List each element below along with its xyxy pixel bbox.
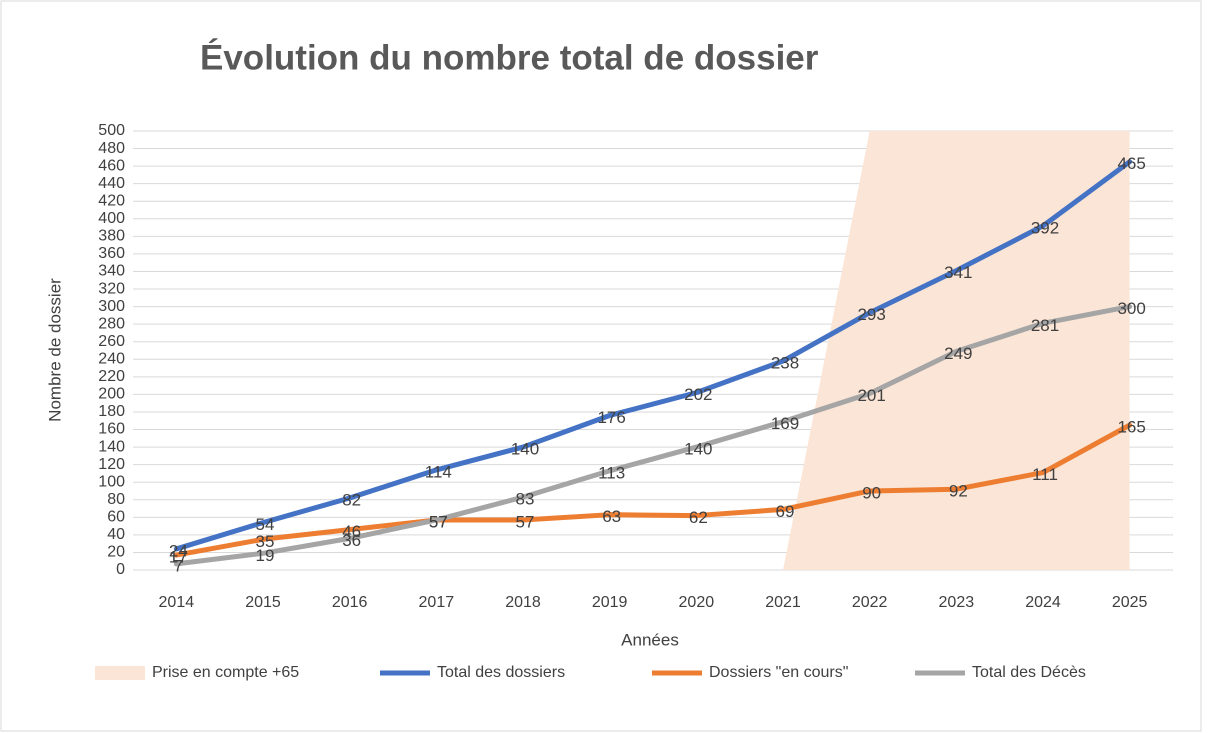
data-label: 24: [169, 541, 188, 560]
y-tick-label: 380: [98, 228, 125, 245]
data-label: 92: [949, 482, 968, 501]
y-tick-label: 180: [98, 403, 125, 420]
data-label: 36: [342, 531, 361, 550]
y-tick-label: 340: [98, 263, 125, 280]
x-tick-label: 2015: [245, 594, 281, 611]
line: [173, 159, 1133, 552]
legend-label: Total des Décès: [972, 664, 1086, 681]
x-tick-label: 2014: [159, 594, 195, 611]
data-label: 17: [169, 548, 188, 567]
line: [173, 304, 1133, 567]
data-label: 69: [776, 502, 795, 521]
y-tick-label: 440: [98, 175, 125, 192]
y-axis-label: Nombre de dossier: [45, 278, 64, 422]
data-label: 465: [1117, 154, 1145, 173]
data-label: 238: [771, 354, 799, 373]
data-label: 169: [771, 414, 799, 433]
data-label: 201: [857, 386, 885, 405]
y-tick-label: 480: [98, 140, 125, 157]
y-tick-label: 60: [107, 509, 125, 526]
y-tick-label: 20: [107, 544, 125, 561]
data-label: 165: [1117, 418, 1145, 437]
data-label: 111: [1032, 465, 1058, 484]
data-label: 83: [516, 490, 535, 509]
data-label: 140: [511, 440, 539, 459]
data-label: 293: [857, 305, 885, 324]
legend-label: Total des dossiers: [437, 664, 565, 681]
y-tick-label: 260: [98, 333, 125, 350]
data-label: 392: [1031, 218, 1059, 237]
data-label: 249: [944, 344, 972, 363]
y-tick-label: 420: [98, 192, 125, 209]
data-label: 7: [174, 556, 183, 575]
x-tick-label: 2018: [505, 594, 541, 611]
x-tick-label: 2019: [592, 594, 628, 611]
data-label: 113: [598, 463, 625, 482]
data-label: 281: [1031, 316, 1059, 335]
y-tick-label: 0: [116, 561, 125, 578]
legend-label: Prise en compte +65: [152, 664, 299, 681]
data-label: 46: [342, 522, 361, 541]
data-label: 341: [944, 263, 972, 282]
line: [173, 422, 1133, 558]
data-label: 57: [429, 512, 448, 531]
y-tick-label: 220: [98, 368, 125, 385]
x-tick-label: 2020: [679, 594, 715, 611]
y-tick-label: 360: [98, 245, 125, 262]
x-tick-label: 2024: [1025, 594, 1061, 611]
x-tick-label: 2025: [1112, 594, 1148, 611]
y-tick-label: 300: [98, 298, 125, 315]
x-tick-label: 2023: [939, 594, 975, 611]
y-tick-label: 500: [98, 122, 125, 139]
y-tick-label: 320: [98, 280, 125, 297]
chart-title: Évolution du nombre total de dossier: [200, 37, 819, 77]
y-tick-label: 240: [98, 350, 125, 367]
data-label: 35: [256, 532, 275, 551]
x-tick-label: 2016: [332, 594, 368, 611]
data-label: 300: [1117, 299, 1145, 318]
data-label: 202: [684, 385, 712, 404]
x-tick-label: 2021: [765, 594, 801, 611]
y-tick-label: 80: [107, 491, 125, 508]
data-label: 63: [602, 507, 621, 526]
x-tick-label: 2022: [852, 594, 888, 611]
y-tick-label: 200: [98, 386, 125, 403]
x-axis-label: Années: [621, 630, 679, 649]
y-tick-label: 100: [98, 473, 125, 490]
y-tick-label: 400: [98, 210, 125, 227]
data-label: 90: [862, 483, 881, 502]
y-tick-label: 280: [98, 315, 125, 332]
data-label: 19: [256, 546, 275, 565]
y-tick-label: 140: [98, 438, 125, 455]
y-tick-label: 160: [98, 421, 125, 438]
data-label: 176: [597, 408, 625, 427]
data-label: 62: [689, 508, 708, 527]
x-tick-label: 2017: [419, 594, 455, 611]
data-label: 82: [342, 490, 361, 509]
data-label: 57: [429, 512, 448, 531]
data-label: 54: [256, 515, 275, 534]
legend-swatch: [95, 666, 145, 680]
y-tick-label: 120: [98, 456, 125, 473]
data-label: 114: [425, 462, 452, 481]
y-tick-label: 460: [98, 157, 125, 174]
legend-label: Dossiers "en cours": [709, 664, 848, 681]
data-label: 57: [516, 512, 535, 531]
y-tick-label: 40: [107, 526, 125, 543]
data-label: 140: [684, 440, 712, 459]
